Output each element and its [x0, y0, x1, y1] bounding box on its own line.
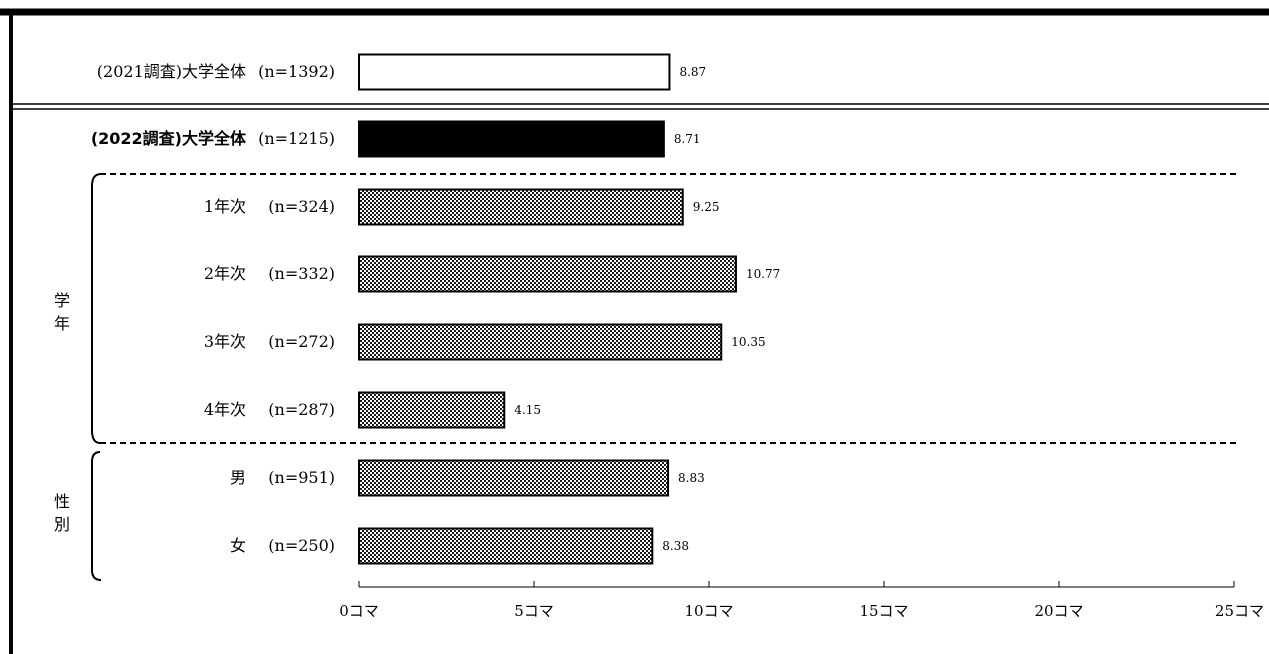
x-tick-label-4: 20コマ	[1034, 602, 1083, 620]
category-label-7: 女	[230, 536, 246, 555]
sample-size-label-1: (n=1215)	[258, 129, 335, 148]
category-label-5: 4年次	[204, 400, 246, 419]
bar-6	[358, 459, 670, 497]
bar-2	[358, 188, 684, 226]
x-tick-label-3: 15コマ	[859, 602, 908, 620]
value-label-7: 8.38	[662, 539, 689, 553]
bar-1	[358, 120, 665, 158]
grade-brace	[91, 173, 102, 444]
bar-4	[358, 323, 723, 361]
category-label-6: 男	[230, 468, 246, 487]
sample-size-label-5: (n=287)	[268, 400, 335, 419]
group-label-gender-char-1: 性	[54, 492, 70, 511]
sample-size-label-0: (n=1392)	[258, 62, 335, 81]
category-label-4: 3年次	[204, 332, 246, 351]
bar-7	[358, 527, 654, 565]
sample-size-label-2: (n=324)	[268, 197, 335, 216]
group-label-grade-char-1: 学	[54, 291, 70, 310]
group-label-gender: 性 別	[54, 492, 70, 534]
value-label-1: 8.71	[674, 132, 701, 146]
bar-3	[358, 255, 737, 293]
value-label-0: 8.87	[679, 65, 706, 79]
bar-5	[358, 391, 506, 429]
sample-size-label-7: (n=250)	[268, 536, 335, 555]
value-label-4: 10.35	[731, 335, 765, 349]
x-tick-label-2: 10コマ	[684, 602, 733, 620]
x-tick-label-5: 25コマ	[1215, 602, 1264, 620]
group-label-gender-char-2: 別	[54, 515, 70, 534]
gender-brace	[91, 451, 102, 581]
x-tick-label-0: 0コマ	[339, 602, 379, 620]
chart-frame	[0, 8, 1269, 654]
value-label-6: 8.83	[678, 471, 705, 485]
sample-size-label-4: (n=272)	[268, 332, 335, 351]
group-label-grade-char-2: 年	[54, 314, 70, 333]
sample-size-label-6: (n=951)	[268, 468, 335, 487]
group-label-grade: 学 年	[54, 291, 70, 333]
bars-group: 8.87 (2021調査)大学全体 (n=1392) 8.71 (2022調査)大学全体…	[91, 53, 780, 565]
category-label-2: 1年次	[204, 197, 246, 216]
x-tick-label-1: 5コマ	[514, 602, 554, 620]
category-label-3: 2年次	[204, 264, 246, 283]
value-label-3: 10.77	[746, 267, 780, 281]
category-label-0: (2021調査)大学全体	[97, 62, 246, 81]
bar-0	[358, 53, 671, 91]
value-label-2: 9.25	[693, 200, 720, 214]
x-axis: 0コマ 5コマ 10コマ 15コマ 20コマ 25コマ	[339, 581, 1264, 620]
value-label-5: 4.15	[514, 403, 541, 417]
sample-size-label-3: (n=332)	[268, 264, 335, 283]
category-label-1: (2022調査)大学全体	[91, 129, 247, 148]
